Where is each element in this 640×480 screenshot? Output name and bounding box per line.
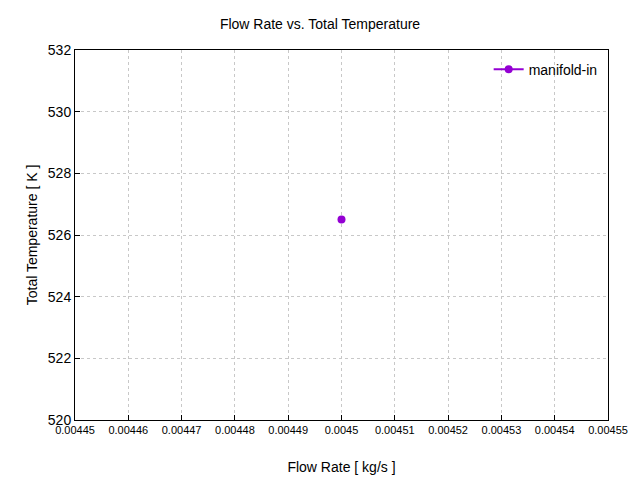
svg-text:0.00449: 0.00449 (268, 424, 308, 436)
svg-text:0.00454: 0.00454 (535, 424, 575, 436)
svg-text:Flow Rate [ kg/s ]: Flow Rate [ kg/s ] (287, 459, 395, 475)
svg-text:526: 526 (48, 227, 72, 243)
svg-text:0.00446: 0.00446 (108, 424, 148, 436)
svg-text:Flow Rate vs. Total Temperatur: Flow Rate vs. Total Temperature (220, 16, 420, 32)
svg-text:0.00451: 0.00451 (375, 424, 415, 436)
svg-text:520: 520 (48, 412, 72, 428)
svg-text:0.00452: 0.00452 (428, 424, 468, 436)
svg-text:0.00447: 0.00447 (162, 424, 202, 436)
svg-text:0.00445: 0.00445 (55, 424, 95, 436)
svg-text:532: 532 (48, 42, 72, 58)
svg-text:Total Temperature [ K ]: Total Temperature [ K ] (24, 165, 40, 306)
svg-text:522: 522 (48, 350, 72, 366)
svg-text:0.00453: 0.00453 (482, 424, 522, 436)
svg-text:528: 528 (48, 165, 72, 181)
svg-text:manifold-in: manifold-in (529, 62, 597, 78)
svg-text:0.00448: 0.00448 (215, 424, 255, 436)
svg-text:0.0045: 0.0045 (325, 424, 359, 436)
svg-text:524: 524 (48, 289, 72, 305)
svg-text:530: 530 (48, 104, 72, 120)
svg-text:0.00455: 0.00455 (588, 424, 628, 436)
